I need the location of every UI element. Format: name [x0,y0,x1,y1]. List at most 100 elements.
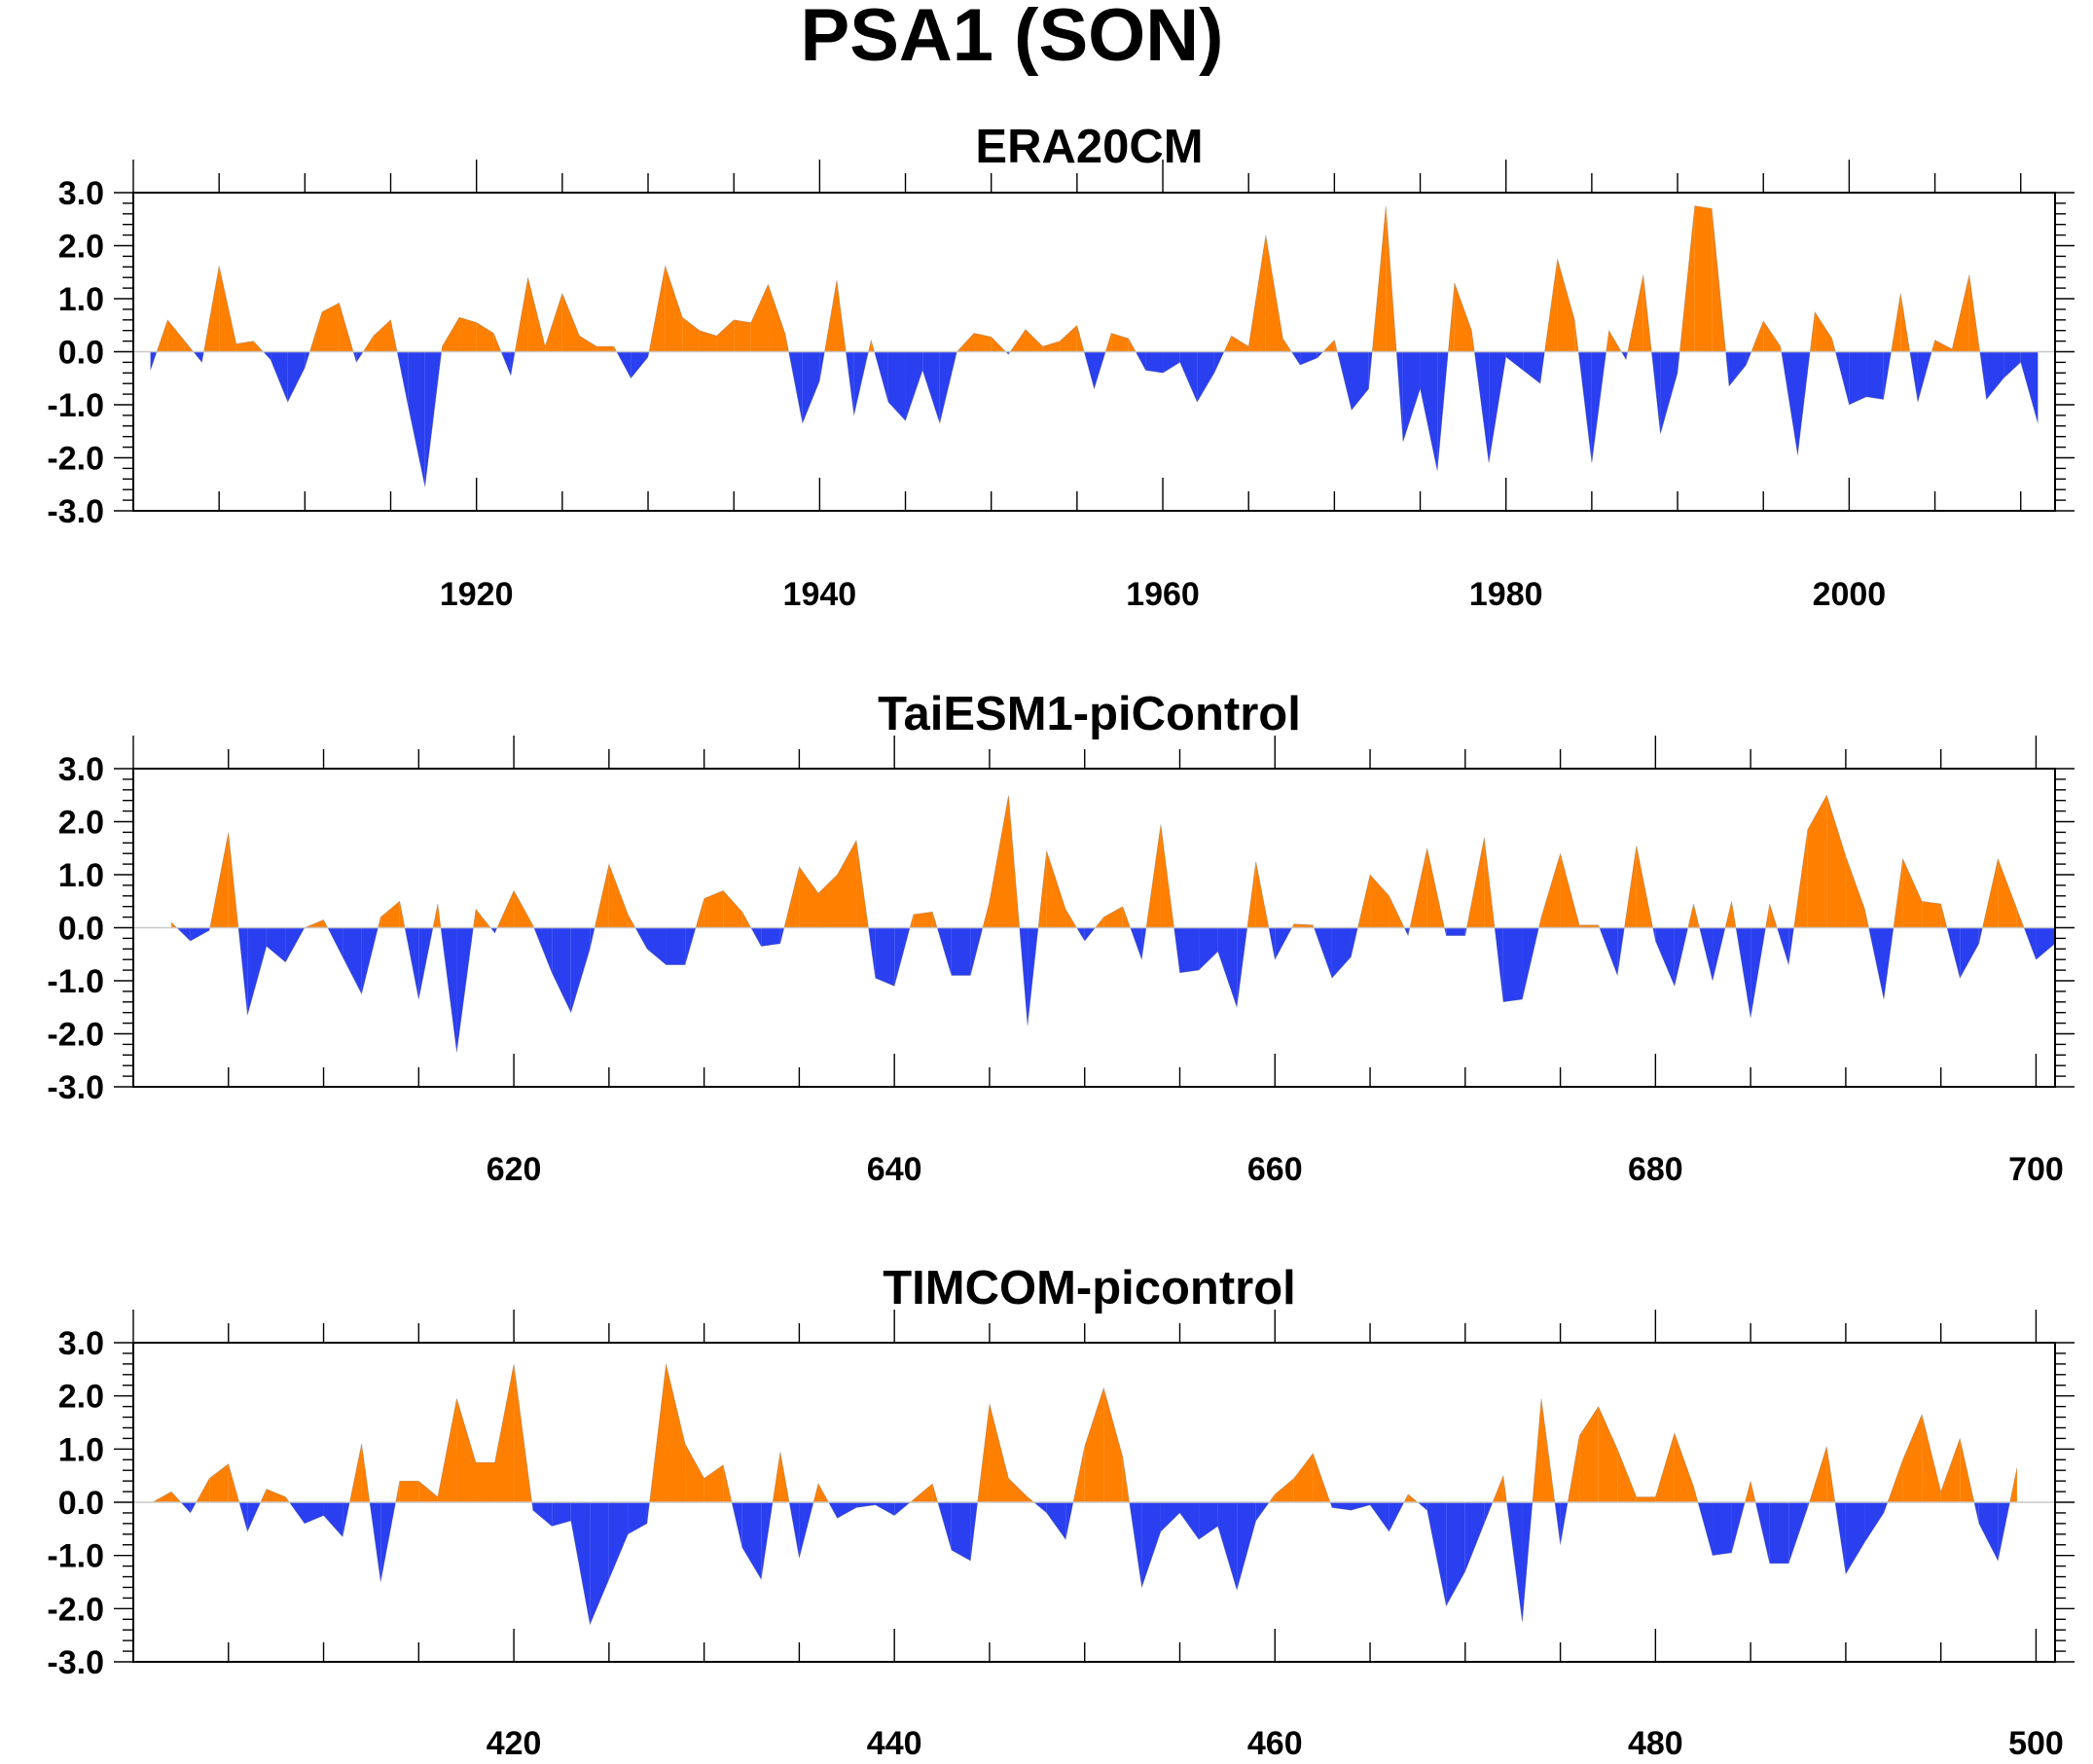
positive-area [1694,205,1713,352]
positive-area [1763,320,1781,352]
series-line [152,1363,2018,1626]
panel-2: TaiESM1-piControl 3.0 2.0 1.0 0.0 -1.0 -2.0 -3.… [47,688,2075,1188]
positive-area [596,346,614,352]
negative-area [1986,351,2004,400]
positive-area [514,890,533,928]
positive-area [1060,325,1077,352]
positive-area [545,293,562,352]
positive-area [1598,1406,1618,1502]
positive-area [1940,1438,1961,1502]
negative-area [875,1502,895,1516]
x-tick-label: 640 [867,1151,922,1188]
negative-area [1179,1502,1200,1540]
negative-area [922,351,940,424]
negative-area [1978,1502,1999,1562]
negative-area [1199,1502,1218,1540]
negative-area [1960,927,1979,979]
negative-area [552,1502,571,1527]
positive-area [1922,1414,1941,1502]
negative-area [190,927,210,942]
series-fills [150,205,2039,487]
negative-area [1788,1502,1808,1564]
positive-area [1293,1453,1314,1502]
positive-area [418,1481,438,1502]
positive-area [1275,1478,1294,1502]
negative-area [590,1502,609,1625]
positive-area [989,1403,1009,1502]
positive-area [1042,341,1061,352]
positive-area [1815,311,1832,352]
y-tick-label: -2.0 [47,1591,104,1628]
negative-area [1502,927,1523,1002]
y-tick-label: 3.0 [58,175,104,212]
negative-area [802,351,820,424]
positive-area [974,333,992,352]
negative-area [2036,927,2055,960]
y-tick-label: 3.0 [58,1325,104,1362]
x-tick-label: 620 [487,1151,542,1188]
positive-area [685,1443,704,1502]
negative-area [1426,1502,1447,1606]
positive-area [666,1363,686,1502]
negative-area [304,1502,324,1524]
negative-area [1864,1502,1885,1542]
series-fills [152,1363,2017,1625]
positive-area [716,319,735,352]
negative-area [570,1502,591,1625]
negative-area [1728,351,1747,386]
positive-area [399,1481,419,1502]
negative-area [1446,927,1465,936]
panel-3: TIMCOM-picontrol 3.0 2.0 1.0 0.0 -1.0 -2.0 -3.0… [47,1262,2075,1762]
series-line [170,794,2056,1053]
x-tick-label: 2000 [1813,576,1887,613]
positive-area [1807,795,1827,928]
x-tick-label: 680 [1628,1151,1683,1188]
negative-area [1402,351,1421,443]
y-tick-label: -1.0 [47,963,104,1000]
positive-area [1025,329,1043,352]
positive-area [380,901,400,928]
negative-area [1464,1502,1485,1572]
negative-area [343,927,362,994]
negative-area [741,1502,762,1580]
x-tick-label: 660 [1247,1151,1303,1188]
negative-area [1655,927,1675,987]
negative-area [1046,1502,1066,1540]
positive-area [1454,282,1472,352]
negative-area [1849,351,1867,405]
positive-area [734,319,751,352]
negative-area [666,927,686,965]
positive-area [442,317,460,352]
negative-area [1523,351,1540,384]
y-axis: 3.0 2.0 1.0 0.0 -1.0 -2.0 -3.0 [47,175,2075,530]
y-tick-label: 2.0 [58,805,104,842]
positive-area [1103,906,1123,928]
positive-area [665,266,683,352]
negative-area [887,351,906,421]
positive-area [1084,1387,1104,1502]
positive-area [704,1464,724,1502]
x-axis: 420 440 460 480 500 [132,1310,2064,1762]
y-tick-label: 0.0 [58,1485,104,1522]
negative-area [1300,351,1317,366]
y-tick-label: -3.0 [47,493,104,530]
y-axis: 3.0 2.0 1.0 0.0 -1.0 -2.0 -3.0 [47,1325,2075,1681]
negative-area [761,927,780,947]
negative-area [1446,1502,1465,1606]
positive-area [913,912,933,928]
negative-area [1217,1502,1238,1591]
positive-area [1541,853,1561,928]
negative-area [552,927,571,1013]
y-tick-label: -1.0 [47,1538,104,1575]
y-tick-label: 1.0 [58,1431,104,1468]
x-tick-label: 460 [1247,1725,1303,1759]
positive-area [1922,901,1941,928]
positive-area [266,1489,286,1502]
y-tick-label: 1.0 [58,857,104,894]
negative-area [856,1502,876,1508]
negative-area [532,1502,553,1527]
positive-area [494,1363,515,1502]
x-tick-label: 1980 [1469,576,1543,613]
y-tick-label: -2.0 [47,441,104,478]
